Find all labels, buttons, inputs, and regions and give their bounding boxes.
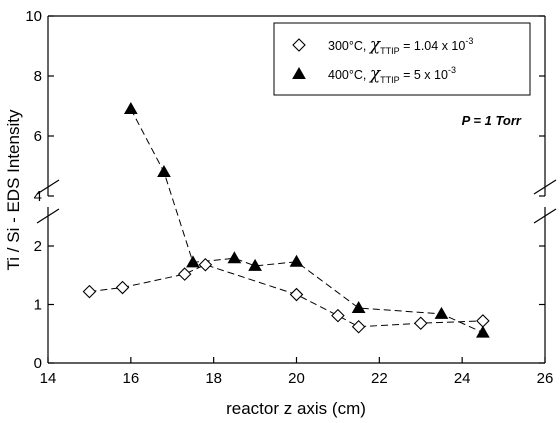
data-point-triangle (351, 301, 366, 314)
x-axis-title: reactor z axis (cm) (226, 399, 366, 418)
y-tick-label: 0 (34, 355, 42, 372)
x-tick-label: 16 (122, 370, 139, 387)
x-ticks: 14 16 18 20 22 24 26 (40, 357, 554, 387)
legend: 300°C, χTTIP = 1.04 x 10-3 400°C, χTTIP … (273, 22, 531, 96)
data-point-diamond (351, 319, 366, 334)
data-point-diamond (292, 38, 306, 52)
y-tick-label: 10 (25, 8, 42, 25)
x-tick-label: 18 (205, 370, 222, 387)
data-point-triangle (123, 101, 138, 114)
axis-break-mark-right-upper (533, 179, 557, 195)
data-point-triangle (248, 258, 262, 271)
series-lines (89, 108, 484, 334)
data-point-triangle (157, 164, 171, 177)
data-point-triangle (289, 254, 304, 267)
y-tick-label: 1 (34, 297, 42, 314)
y-axis-title: Ti / Si - EDS Intensity (4, 109, 23, 270)
y-tick-label: 8 (34, 68, 42, 85)
data-point-diamond (413, 316, 428, 330)
axis-break-mark-left-lower (36, 208, 60, 224)
data-point-triangle (292, 66, 306, 79)
data-point-diamond (476, 314, 490, 328)
y-ticks: 0 1 2 4 6 8 10 (25, 8, 545, 372)
data-point-triangle (434, 306, 449, 319)
data-point-diamond (289, 287, 304, 302)
series-line-1 (89, 264, 483, 328)
x-tick-label: 26 (537, 370, 554, 387)
data-point-triangle (227, 251, 242, 264)
pressure-annotation: P = 1 Torr (462, 113, 522, 128)
x-tick-label: 22 (371, 370, 388, 387)
axis-break-mark-left-upper (36, 179, 60, 195)
x-tick-label: 20 (288, 370, 305, 387)
legend-label-400c: 400°C, χTTIP = 5 x 10-3 (328, 64, 456, 85)
legend-label-300c: 300°C, χTTIP = 1.04 x 10-3 (328, 35, 473, 56)
data-point-triangle (186, 255, 200, 268)
data-point-triangle (476, 325, 490, 338)
data-point-diamond (115, 280, 130, 295)
x-tick-label: 14 (40, 370, 57, 387)
data-point-diamond (331, 308, 345, 323)
y-tick-label: 2 (34, 238, 42, 255)
legend-markers (292, 38, 306, 79)
data-point-diamond (82, 284, 97, 299)
y-tick-label: 6 (34, 128, 42, 145)
legend-box (273, 22, 531, 96)
y-tick-label: 4 (34, 188, 42, 205)
x-tick-label: 24 (454, 370, 471, 387)
data-point-diamond (177, 267, 192, 281)
series-markers (82, 101, 490, 338)
axis-break-mark-right-lower (533, 208, 557, 224)
data-point-diamond (198, 257, 213, 272)
series-line-2 (130, 108, 484, 334)
